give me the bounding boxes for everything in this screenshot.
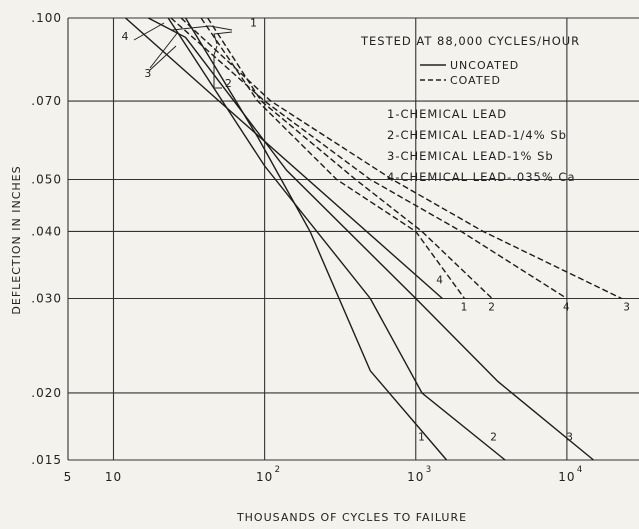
callout-label: 1: [250, 16, 258, 29]
series-label-2c: 2: [488, 301, 496, 313]
series-line-4c: [170, 17, 568, 300]
legend-material-3: 3-CHEMICAL LEAD-1% Sb: [387, 149, 554, 163]
annotations: 1 2 3 4: [121, 16, 258, 90]
y-tick-label: .070: [31, 94, 62, 108]
x-axis-label: THOUSANDS OF CYCLES TO FAILURE: [236, 511, 467, 524]
x-tick-label: 10: [558, 470, 575, 484]
grid-lines: [67, 17, 639, 461]
callout-3-leader-b: [149, 45, 177, 71]
y-tick-label: .015: [31, 453, 62, 467]
x-tick-label: 10: [256, 470, 273, 484]
x-tick-label: 10: [105, 470, 122, 484]
legend-material-1: 1-CHEMICAL LEAD: [387, 107, 507, 121]
legend-uncoated-label: UNCOATED: [450, 59, 519, 72]
chart-title: TESTED AT 88,000 CYCLES/HOUR: [360, 34, 580, 48]
legend-materials: 1-CHEMICAL LEAD 2-CHEMICAL LEAD-1/4% Sb …: [387, 107, 576, 184]
y-axis-label: DEFLECTION IN INCHES: [10, 165, 23, 314]
series-label-4c: 4: [563, 301, 571, 313]
callout-1-leader-a: [171, 25, 233, 31]
series-line-4: [125, 17, 443, 300]
series-lines: 1 2 3 4 1 2 4 3: [125, 17, 631, 461]
y-tick-label: .040: [31, 224, 62, 238]
legend-material-2: 2-CHEMICAL LEAD-1/4% Sb: [387, 128, 567, 142]
series-label-4: 4: [436, 274, 444, 286]
callout-leaders: [133, 22, 233, 89]
legend-coated-label: COATED: [450, 74, 501, 87]
series-line-3c: [180, 17, 622, 300]
callout-label: 3: [144, 67, 152, 80]
series-line-1: [185, 17, 448, 461]
x-tick-exponent: 3: [426, 465, 432, 475]
series-label-3: 3: [566, 432, 574, 444]
callout-3-leader-a: [149, 31, 179, 69]
y-tick-label: .100: [31, 11, 62, 25]
series-line-2: [167, 17, 506, 461]
callout-2-leader: [213, 45, 222, 89]
callout-label: 2: [225, 77, 233, 90]
series-label-2: 2: [490, 432, 498, 444]
callout-4-leader: [133, 22, 165, 41]
tick-labels: 5 10 10 2 10 3 10 4.100.070.050.040.030.020.015: [31, 11, 583, 484]
y-tick-label: .050: [31, 172, 62, 186]
series-label-3c: 3: [623, 301, 631, 313]
series-label-1c: 1: [461, 301, 469, 313]
callout-1-leader-b: [213, 31, 233, 45]
series-label-1: 1: [418, 432, 426, 444]
series-line-2c: [207, 17, 493, 300]
legend-style: UNCOATED COATED: [420, 59, 519, 87]
x-tick-label: 5: [64, 470, 73, 484]
legend-material-4: 4-CHEMICAL LEAD-.035% Ca: [387, 170, 576, 184]
x-tick-exponent: 2: [275, 465, 281, 475]
y-tick-label: .020: [31, 386, 62, 400]
callout-label: 4: [121, 30, 129, 43]
x-tick-label: 10: [407, 470, 424, 484]
y-tick-label: .030: [31, 292, 62, 306]
x-tick-exponent: 4: [577, 465, 583, 475]
series-line-1c: [200, 17, 466, 299]
series-line-3: [147, 17, 594, 461]
